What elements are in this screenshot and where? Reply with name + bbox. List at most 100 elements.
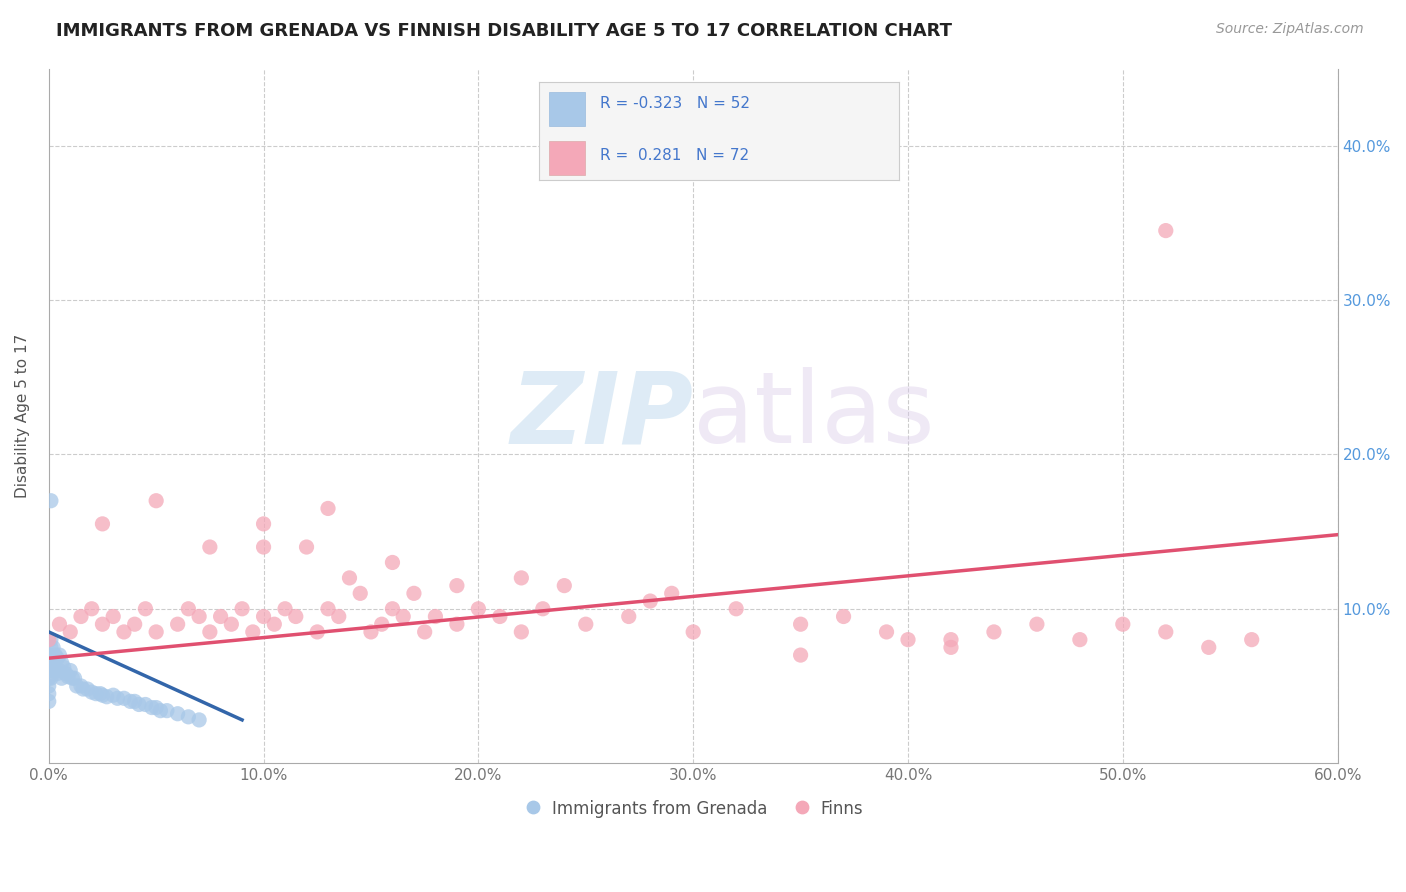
Point [188, 713, 211, 727]
Point [63, 671, 86, 685]
Point [59, 664, 82, 678]
Point [38, 632, 60, 647]
Point [531, 601, 554, 615]
Point [42, 656, 65, 670]
Point [553, 579, 575, 593]
Point [42, 664, 65, 678]
Point [51, 656, 73, 670]
Point [177, 601, 200, 615]
Point [939, 632, 962, 647]
Point [145, 700, 167, 714]
Point [96, 690, 118, 704]
Point [128, 698, 150, 712]
Point [177, 710, 200, 724]
Point [789, 617, 811, 632]
Point [425, 609, 447, 624]
Point [682, 624, 704, 639]
Point [510, 571, 533, 585]
Point [91, 516, 114, 531]
Point [307, 624, 329, 639]
Point [1198, 640, 1220, 655]
Point [145, 493, 167, 508]
Point [39, 493, 62, 508]
Point [44, 664, 66, 678]
Point [489, 609, 512, 624]
Point [1069, 632, 1091, 647]
Point [370, 617, 392, 632]
Point [402, 586, 425, 600]
Point [392, 609, 415, 624]
Point [360, 624, 382, 639]
Point [339, 571, 361, 585]
Point [42, 640, 65, 655]
Point [48, 648, 70, 662]
Point [52, 660, 75, 674]
Point [38, 671, 60, 685]
Point [939, 640, 962, 655]
Point [80, 685, 103, 699]
Point [156, 704, 179, 718]
Point [103, 688, 125, 702]
Point [876, 624, 898, 639]
Point [446, 579, 468, 593]
Point [295, 540, 318, 554]
Point [39, 656, 62, 670]
Point [38, 679, 60, 693]
Point [39, 640, 62, 655]
Point [1154, 224, 1177, 238]
Point [89, 687, 111, 701]
Legend: Immigrants from Grenada, Finns: Immigrants from Grenada, Finns [516, 793, 870, 824]
Point [134, 601, 156, 615]
Point [316, 501, 339, 516]
Point [38, 648, 60, 662]
Point [252, 540, 274, 554]
Point [46, 651, 69, 665]
Point [124, 694, 146, 708]
Point [661, 586, 683, 600]
Point [381, 556, 404, 570]
Point [221, 617, 243, 632]
Point [242, 624, 264, 639]
Point [70, 609, 93, 624]
Point [70, 679, 93, 693]
Point [983, 624, 1005, 639]
Point [91, 688, 114, 702]
Point [76, 681, 98, 696]
Point [413, 624, 436, 639]
Point [134, 698, 156, 712]
Point [48, 617, 70, 632]
Point [51, 671, 73, 685]
Point [55, 666, 77, 681]
Point [103, 609, 125, 624]
Point [149, 704, 172, 718]
Point [832, 609, 855, 624]
Point [166, 706, 188, 721]
Point [48, 664, 70, 678]
Point [112, 691, 135, 706]
Text: IMMIGRANTS FROM GRENADA VS FINNISH DISABILITY AGE 5 TO 17 CORRELATION CHART: IMMIGRANTS FROM GRENADA VS FINNISH DISAB… [56, 22, 952, 40]
Point [60, 671, 83, 685]
Point [166, 617, 188, 632]
Point [107, 691, 129, 706]
Point [124, 617, 146, 632]
Point [1154, 624, 1177, 639]
Point [112, 624, 135, 639]
Point [1112, 617, 1135, 632]
Point [46, 666, 69, 681]
Point [381, 601, 404, 615]
Point [1240, 632, 1263, 647]
Point [638, 594, 661, 608]
Point [39, 632, 62, 647]
Point [274, 601, 297, 615]
Point [38, 694, 60, 708]
Point [198, 540, 221, 554]
Point [38, 687, 60, 701]
Point [44, 648, 66, 662]
Point [789, 648, 811, 662]
Point [188, 609, 211, 624]
Point [349, 586, 371, 600]
Point [617, 609, 640, 624]
Text: Source: ZipAtlas.com: Source: ZipAtlas.com [1216, 22, 1364, 37]
Text: atlas: atlas [693, 368, 935, 465]
Point [91, 617, 114, 632]
